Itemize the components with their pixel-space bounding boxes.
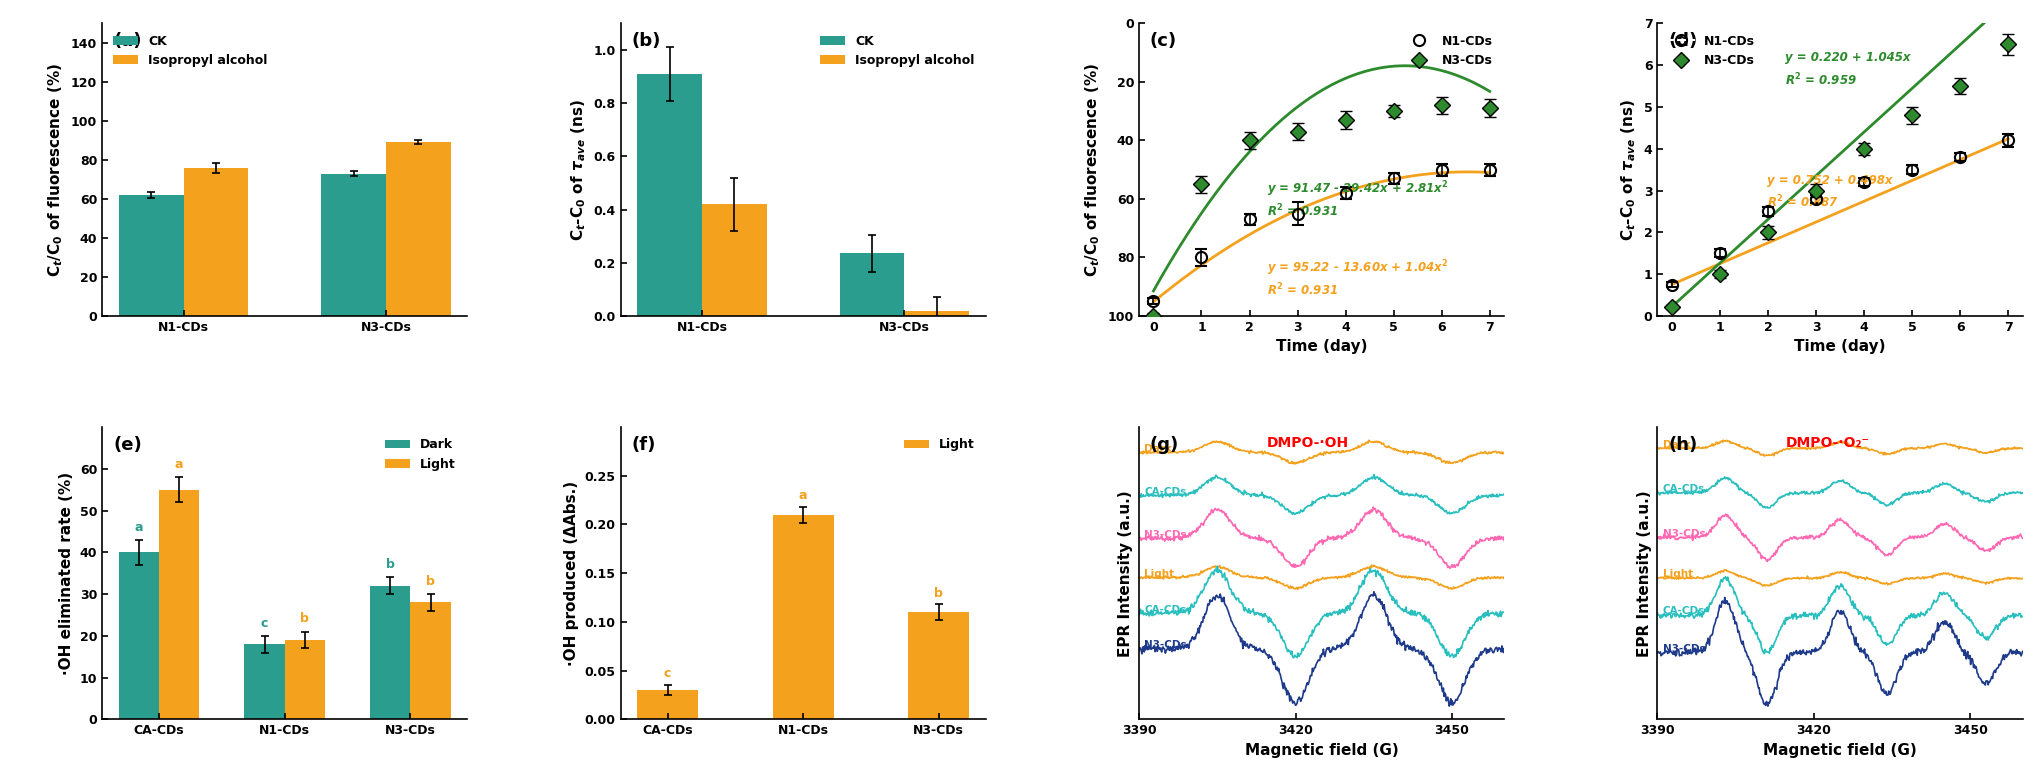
- Text: N3-CDs: N3-CDs: [1144, 529, 1187, 540]
- Text: R$^2$ = 0.959: R$^2$ = 0.959: [1786, 71, 1857, 88]
- Text: N3-CDs: N3-CDs: [1663, 529, 1706, 539]
- Bar: [637, 691, 699, 719]
- Y-axis label: C$_t$/C$_0$ of fluorescence (%): C$_t$/C$_0$ of fluorescence (%): [47, 63, 65, 277]
- Bar: [703, 204, 766, 316]
- X-axis label: Time (day): Time (day): [1794, 339, 1886, 354]
- X-axis label: Magnetic field (G): Magnetic field (G): [1244, 743, 1399, 758]
- Y-axis label: EPR Intensity (a.u.): EPR Intensity (a.u.): [1118, 490, 1134, 657]
- Legend: CK, Isopropyl alcohol: CK, Isopropyl alcohol: [815, 30, 979, 72]
- Text: b: b: [427, 575, 435, 588]
- Text: b: b: [300, 612, 308, 626]
- Text: b: b: [386, 558, 394, 571]
- Legend: Light: Light: [899, 433, 979, 456]
- Text: Dark: Dark: [1663, 439, 1690, 450]
- Text: (h): (h): [1669, 436, 1698, 454]
- Text: Light: Light: [1663, 569, 1694, 579]
- Bar: [370, 586, 411, 719]
- Y-axis label: ·OH produced (ΔAbs.): ·OH produced (ΔAbs.): [564, 481, 578, 665]
- Bar: [840, 253, 905, 316]
- Text: (e): (e): [112, 436, 141, 454]
- Bar: [905, 310, 968, 316]
- X-axis label: Time (day): Time (day): [1275, 339, 1367, 354]
- Text: (a): (a): [112, 32, 141, 50]
- Legend: CK, Isopropyl alcohol: CK, Isopropyl alcohol: [108, 30, 274, 72]
- Legend: N1-CDs, N3-CDs: N1-CDs, N3-CDs: [1401, 30, 1498, 72]
- Text: CA-CDs: CA-CDs: [1144, 604, 1187, 615]
- Text: a: a: [176, 458, 184, 471]
- Bar: [637, 74, 703, 316]
- Text: y = 0.220 + 1.045x: y = 0.220 + 1.045x: [1786, 52, 1910, 64]
- Bar: [118, 552, 159, 719]
- Bar: [411, 602, 452, 719]
- Bar: [159, 490, 200, 719]
- Text: y = 95.22 - 13.60x + 1.04x$^2$: y = 95.22 - 13.60x + 1.04x$^2$: [1267, 258, 1448, 278]
- Text: R$^2$ = 0.887: R$^2$ = 0.887: [1767, 194, 1839, 210]
- Legend: Dark, Light: Dark, Light: [380, 433, 462, 475]
- Y-axis label: EPR Intensity (a.u.): EPR Intensity (a.u.): [1636, 490, 1653, 657]
- Y-axis label: C$_t$/C$_0$ of fluorescence (%): C$_t$/C$_0$ of fluorescence (%): [1083, 63, 1103, 277]
- Text: (b): (b): [631, 32, 662, 50]
- Text: R$^2$ = 0.931: R$^2$ = 0.931: [1267, 282, 1338, 299]
- Y-axis label: ·OH eliminated rate (%): ·OH eliminated rate (%): [59, 472, 74, 675]
- Text: b: b: [934, 586, 944, 600]
- Bar: [321, 174, 386, 316]
- Bar: [386, 142, 452, 316]
- Bar: [118, 195, 184, 316]
- Text: c: c: [262, 617, 268, 630]
- Text: R$^2$ = 0.931: R$^2$ = 0.931: [1267, 203, 1338, 220]
- Text: a: a: [135, 521, 143, 533]
- Text: (f): (f): [631, 436, 656, 454]
- Y-axis label: C$_t$-C$_0$ of $\tau$$_{ave}$ (ns): C$_t$-C$_0$ of $\tau$$_{ave}$ (ns): [570, 99, 588, 241]
- Text: (d): (d): [1669, 32, 1698, 50]
- Text: CA-CDs: CA-CDs: [1663, 607, 1706, 616]
- Text: N3-CDs: N3-CDs: [1144, 640, 1187, 651]
- Text: Dark: Dark: [1144, 443, 1173, 454]
- Text: DMPO-·O₂⁻: DMPO-·O₂⁻: [1786, 436, 1869, 450]
- Text: DMPO-·OH: DMPO-·OH: [1267, 436, 1348, 450]
- Text: (g): (g): [1150, 436, 1179, 454]
- Text: CA-CDs: CA-CDs: [1663, 484, 1706, 494]
- Legend: N1-CDs, N3-CDs: N1-CDs, N3-CDs: [1663, 30, 1759, 72]
- Bar: [184, 167, 249, 316]
- Bar: [284, 640, 325, 719]
- X-axis label: Magnetic field (G): Magnetic field (G): [1763, 743, 1916, 758]
- Text: CA-CDs: CA-CDs: [1144, 486, 1187, 497]
- Bar: [245, 644, 284, 719]
- Y-axis label: C$_t$-C$_0$ of $\tau$$_{ave}$ (ns): C$_t$-C$_0$ of $\tau$$_{ave}$ (ns): [1620, 99, 1638, 241]
- Text: Light: Light: [1144, 569, 1175, 579]
- Text: y = 0.752 + 0.498x: y = 0.752 + 0.498x: [1767, 174, 1892, 188]
- Bar: [772, 515, 834, 719]
- Bar: [909, 612, 968, 719]
- Text: (c): (c): [1150, 32, 1177, 50]
- Text: N3-CDs: N3-CDs: [1663, 644, 1706, 654]
- Text: a: a: [799, 489, 807, 502]
- Text: y = 91.47 - 29.42x + 2.81x$^2$: y = 91.47 - 29.42x + 2.81x$^2$: [1267, 179, 1448, 199]
- Text: c: c: [664, 668, 672, 680]
